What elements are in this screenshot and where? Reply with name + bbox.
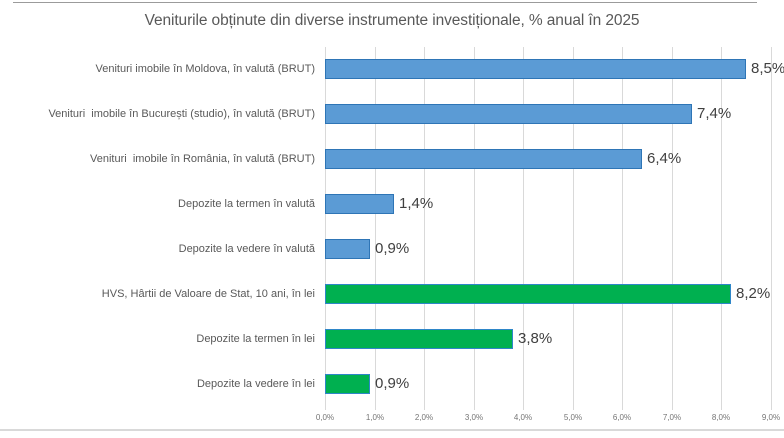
x-axis-tick-label: 2,0%	[414, 413, 434, 422]
value-label: 0,9%	[375, 375, 410, 392]
gridline	[672, 47, 673, 410]
gridline	[573, 47, 574, 410]
x-axis-tick-label: 6,0%	[612, 413, 632, 422]
category-label: HVS, Hârtii de Valoare de Stat, 10 ani, …	[101, 288, 315, 300]
gridline	[325, 47, 326, 410]
bar	[325, 149, 642, 169]
value-label: 8,2%	[736, 285, 771, 302]
gridline	[474, 47, 475, 410]
x-axis-tick-label: 0,0%	[315, 413, 335, 422]
chart-title: Veniturile obținute din diverse instrume…	[144, 12, 640, 29]
x-axis-tick-label: 8,0%	[711, 413, 731, 422]
gridline	[622, 47, 623, 410]
bottom-border-line	[0, 429, 784, 431]
value-label: 7,4%	[697, 105, 732, 122]
category-label: Depozite la vedere în valută	[178, 243, 315, 255]
x-axis-tick-label: 3,0%	[464, 413, 484, 422]
bar	[325, 329, 513, 349]
category-label: Depozite la termen în lei	[196, 333, 315, 345]
x-axis-tick-label: 9,0%	[761, 413, 781, 422]
category-label: Depozite la vedere în lei	[196, 378, 315, 390]
category-label: Venituri imobile în București (studio), …	[48, 108, 315, 120]
gridline	[424, 47, 425, 410]
category-label: Depozite la termen în valută	[178, 198, 315, 210]
gridline	[721, 47, 722, 410]
x-axis-tick-label: 7,0%	[662, 413, 682, 422]
category-label: Venituri imobile în Moldova, în valută (…	[95, 63, 315, 75]
category-label: Venituri imobile în România, în valută (…	[90, 153, 315, 165]
value-label: 3,8%	[518, 330, 553, 347]
x-axis-tick-label: 4,0%	[513, 413, 533, 422]
bar	[325, 104, 692, 124]
x-axis-tick-label: 5,0%	[563, 413, 583, 422]
x-axis-tick-label: 1,0%	[365, 413, 385, 422]
value-label: 1,4%	[399, 195, 434, 212]
top-border-line	[13, 2, 757, 3]
bar	[325, 194, 394, 214]
bar	[325, 374, 370, 394]
value-label: 0,9%	[375, 240, 410, 257]
bar	[325, 239, 370, 259]
gridline	[523, 47, 524, 410]
value-label: 8,5%	[751, 60, 784, 77]
bar	[325, 284, 731, 304]
gridline	[771, 47, 772, 410]
value-label: 6,4%	[647, 150, 682, 167]
gridline	[375, 47, 376, 410]
bar	[325, 59, 746, 79]
